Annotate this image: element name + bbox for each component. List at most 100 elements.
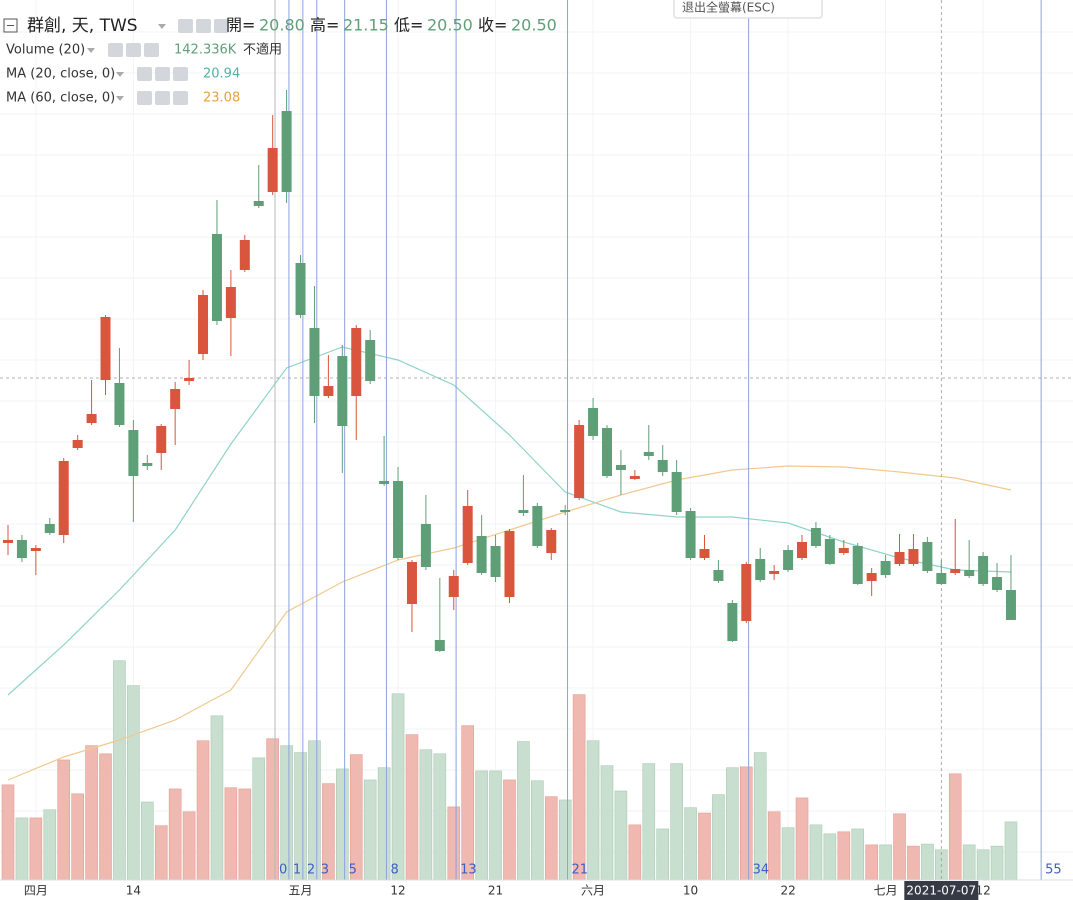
volume-status: 不適用: [243, 42, 282, 58]
candle-body: [211, 234, 222, 321]
candle-body: [239, 240, 250, 270]
exit-button[interactable]: [673, 0, 823, 19]
indicator-icon[interactable]: [155, 91, 170, 105]
candle-body: [546, 530, 557, 553]
candle-body: [671, 472, 682, 512]
indicator-name: MA (60, close, 0): [6, 91, 115, 106]
indicator-value: 23.08: [203, 91, 240, 106]
candle-body: [184, 378, 195, 381]
candle-body: [643, 452, 654, 456]
ma-line: [7, 346, 1012, 696]
x-tick-label: 12: [975, 884, 990, 898]
volume-bar: [433, 753, 447, 881]
candle-body: [588, 408, 599, 436]
candle-body: [908, 549, 919, 564]
candle-body: [462, 506, 473, 563]
candle-body: [950, 569, 961, 573]
candle-body: [156, 426, 167, 453]
volume-bar: [363, 779, 377, 881]
ohlc-value: 21.15: [343, 16, 389, 35]
volume-bar: [879, 844, 892, 881]
candle-body: [894, 552, 905, 564]
candle-body: [601, 428, 612, 476]
candle-body: [936, 573, 947, 584]
indicator-icon[interactable]: [137, 67, 152, 81]
volume-bar: [907, 845, 920, 881]
volume-bar: [447, 806, 461, 881]
volume-bar: [85, 745, 98, 881]
dropdown-caret[interactable]: [87, 48, 95, 53]
indicator-icon[interactable]: [144, 43, 159, 57]
fib-label: 21: [572, 863, 589, 878]
volume-bar: [865, 844, 878, 881]
x-tick-label: 14: [126, 884, 141, 898]
candle-body: [198, 295, 209, 354]
indicator-icon[interactable]: [108, 43, 123, 57]
dropdown-caret[interactable]: [158, 24, 166, 29]
candle-body: [100, 317, 111, 380]
candle-body: [783, 550, 794, 570]
indicator-icon[interactable]: [126, 43, 141, 57]
volume-bar: [684, 807, 697, 881]
fib-label: 5: [349, 863, 357, 878]
candle-body: [225, 287, 236, 318]
candle-body: [170, 389, 181, 409]
candle-body: [420, 524, 431, 567]
ohlc-key: 開=: [226, 16, 255, 35]
candle-body: [657, 460, 668, 472]
fib-label: 55: [1045, 863, 1062, 878]
volume-bar: [517, 741, 530, 881]
volume-bar: [99, 753, 112, 881]
volume-bar: [558, 799, 572, 881]
exit-button-label[interactable]: 退出全螢幕(ESC): [682, 0, 775, 15]
symbol: 群創, 天, TWS: [27, 16, 138, 36]
volume-bar: [767, 811, 781, 881]
candle-body: [406, 562, 417, 604]
candle-body: [838, 548, 849, 553]
candle-body: [560, 510, 571, 512]
indicator-icon[interactable]: [173, 91, 188, 105]
volume-bar: [921, 843, 934, 881]
volume-bar: [43, 809, 57, 881]
fib-label: 8: [390, 863, 398, 878]
volume-bar: [29, 817, 43, 881]
candle-body: [337, 356, 348, 426]
collapse-icon[interactable]: [3, 18, 18, 33]
candle-body: [379, 481, 390, 484]
candle-body: [142, 463, 153, 466]
volume-bar: [489, 770, 502, 881]
ma-line: [7, 465, 1012, 781]
candle-body: [755, 559, 766, 580]
indicator-icon[interactable]: [196, 19, 211, 33]
volume-bar: [781, 827, 795, 881]
candle-body: [434, 640, 445, 651]
indicator-icon[interactable]: [214, 19, 229, 33]
volume-bar: [544, 796, 558, 881]
candle-body: [295, 263, 306, 315]
indicator-icon[interactable]: [137, 91, 152, 105]
indicator-icon[interactable]: [178, 19, 193, 33]
volume-bar: [600, 765, 614, 881]
volume-bar: [851, 828, 865, 881]
volume-bar: [586, 740, 600, 881]
indicator-icon[interactable]: [155, 67, 170, 81]
fib-label: 1: [293, 863, 301, 878]
fib-label: 0: [279, 863, 287, 878]
volume-bar: [266, 738, 279, 881]
x-tick-label: 12: [390, 884, 405, 898]
volume-bar: [113, 660, 126, 881]
volume-bar: [141, 801, 154, 881]
indicator-icon[interactable]: [173, 67, 188, 81]
volume-bar: [976, 849, 990, 881]
candle-body: [309, 328, 320, 396]
volume-bar: [182, 811, 196, 881]
volume-bar: [475, 770, 488, 881]
candle-body: [797, 542, 808, 558]
fib-label: 13: [460, 863, 477, 878]
dropdown-caret[interactable]: [116, 96, 124, 101]
x-tick-label: 10: [683, 884, 698, 898]
dropdown-caret[interactable]: [116, 72, 124, 77]
indicator-value: 20.94: [203, 67, 240, 82]
volume-bar: [154, 825, 168, 881]
